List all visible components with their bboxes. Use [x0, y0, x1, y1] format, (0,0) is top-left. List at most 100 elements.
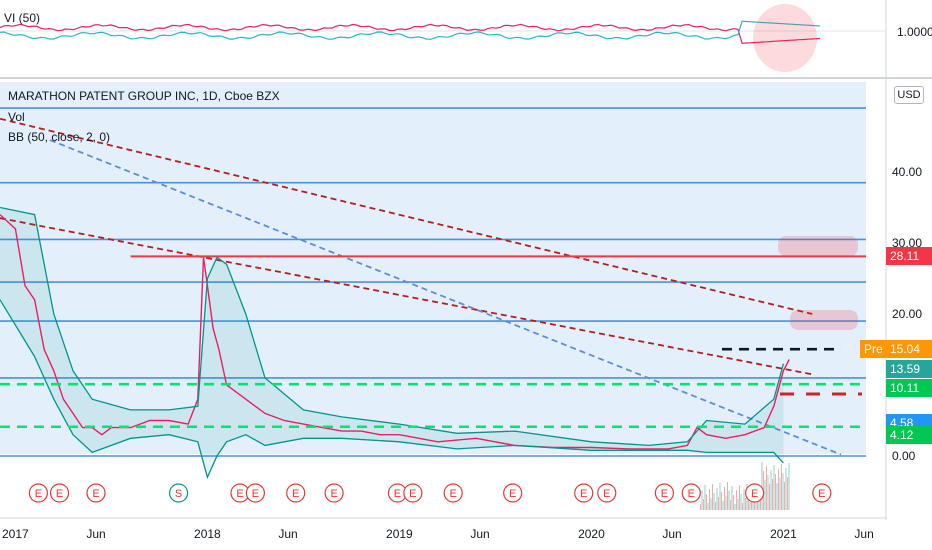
earnings-marker-3[interactable]: S [168, 483, 189, 503]
premarket-badge: Pre [860, 340, 886, 359]
earnings-marker-label: E [509, 488, 516, 500]
vi-highlight [753, 4, 817, 72]
volume-bar [712, 484, 713, 510]
volume-bar [707, 503, 709, 510]
horizontal-grid [0, 107, 866, 457]
series-price [0, 214, 790, 450]
trend-lines [0, 117, 842, 456]
vi-label: VI (50) [4, 11, 40, 25]
earnings-marker-9[interactable]: E [403, 483, 423, 503]
volume-bar [713, 493, 715, 510]
earnings-marker-label: E [661, 488, 668, 500]
earnings-marker-17[interactable]: E [812, 483, 832, 503]
volume-bar [710, 498, 712, 510]
earnings-marker-1[interactable]: E [49, 483, 70, 503]
horizontal-levels [0, 255, 866, 429]
volume-bar [700, 504, 701, 510]
volume-bar [767, 475, 769, 510]
volume-bar [766, 466, 767, 510]
earnings-marker-7[interactable]: E [324, 483, 344, 503]
trend-line-1[interactable] [0, 217, 813, 376]
series-bb-lower [0, 299, 784, 480]
earnings-marker-5[interactable]: E [245, 483, 265, 503]
price-tag-3: 10.11 [886, 379, 932, 398]
price-tag-0: 28.11 [886, 247, 932, 266]
earnings-marker-14[interactable]: E [654, 483, 674, 503]
volume-bar [740, 494, 742, 510]
x-tick-label: Jun [854, 527, 873, 541]
price-tag-2: 13.59 [886, 359, 932, 378]
earnings-marker-15[interactable]: E [681, 483, 701, 503]
y-tick-label: 0.00 [892, 449, 916, 463]
volume-bar [734, 504, 736, 510]
volume-bar [706, 494, 707, 510]
vi-ytick: 1.0000 [897, 25, 932, 39]
trend-line-2[interactable] [49, 139, 842, 456]
y-tick-label: 20.00 [892, 307, 922, 321]
volume-bar [719, 483, 721, 510]
volume-bar [782, 473, 784, 510]
x-tick-label: 2021 [770, 527, 797, 541]
earnings-marker-label: E [603, 488, 610, 500]
volume-bar [743, 489, 745, 510]
volume-bar [745, 498, 746, 510]
earnings-marker-11[interactable]: E [503, 483, 523, 503]
earnings-marker-10[interactable]: E [443, 483, 463, 503]
bollinger-label: BB (50, close, 2, 0) [8, 130, 111, 144]
earnings-marker-label: E [818, 488, 825, 500]
panel-background [0, 82, 866, 454]
volume-bar [728, 491, 730, 510]
volume-bar [749, 502, 751, 510]
earnings-marker-label: E [580, 488, 587, 500]
y-tick-label: 30.00 [892, 236, 922, 250]
earnings-marker-label: E [236, 488, 243, 500]
volume-bar [736, 490, 737, 510]
volume-bar [775, 474, 776, 510]
price-series [0, 206, 790, 480]
earnings-marker-16[interactable]: E [745, 483, 765, 503]
earnings-marker-label: E [252, 488, 259, 500]
volume-bar [781, 464, 782, 510]
volume-bar [787, 477, 788, 510]
vi-plus-line [0, 23, 821, 44]
currency-badge[interactable]: USD [894, 86, 924, 104]
volume-bar [718, 497, 719, 510]
price-tag-5: 4.12 [886, 425, 932, 444]
volume-bar [757, 501, 758, 510]
volume-bars [700, 462, 790, 510]
earnings-marker-6[interactable]: E [286, 483, 306, 503]
volume-bar [748, 493, 749, 510]
volume-bar [722, 501, 724, 510]
earnings-marker-label: E [688, 488, 695, 500]
volume-label: Vol [8, 110, 25, 124]
earnings-marker-label: E [751, 488, 758, 500]
earnings-marker-label: E [330, 488, 337, 500]
earnings-marker-13[interactable]: E [597, 483, 617, 503]
x-tick-label: 2017 [2, 527, 29, 541]
resistance-highlight-20 [790, 310, 858, 330]
earnings-marker-12[interactable]: E [574, 483, 594, 503]
volume-bar [703, 499, 704, 510]
earnings-marker-0[interactable]: E [28, 483, 49, 503]
volume-bar [724, 487, 725, 510]
volume-bar [725, 496, 727, 510]
x-tick-label: Jun [662, 527, 681, 541]
earnings-marker-label: E [292, 488, 299, 500]
volume-bar [739, 485, 740, 510]
bollinger-band-fill [0, 207, 784, 478]
volume-bar [761, 462, 763, 510]
price-tag-1: 15.04 [886, 340, 932, 359]
volume-bar [769, 484, 770, 510]
earnings-marker-label: E [35, 488, 42, 500]
earnings-marker-label: S [175, 488, 182, 500]
x-tick-label: Jun [86, 527, 105, 541]
earnings-marker-label: E [394, 488, 401, 500]
earnings-marker-label: E [449, 488, 456, 500]
resistance-highlight-30 [778, 236, 858, 256]
earnings-marker-4[interactable]: E [230, 483, 250, 503]
earnings-marker-2[interactable]: E [86, 483, 106, 503]
x-tick-label: 2018 [194, 527, 221, 541]
chart-title: MARATHON PATENT GROUP INC, 1D, Cboe BZX [8, 89, 280, 103]
